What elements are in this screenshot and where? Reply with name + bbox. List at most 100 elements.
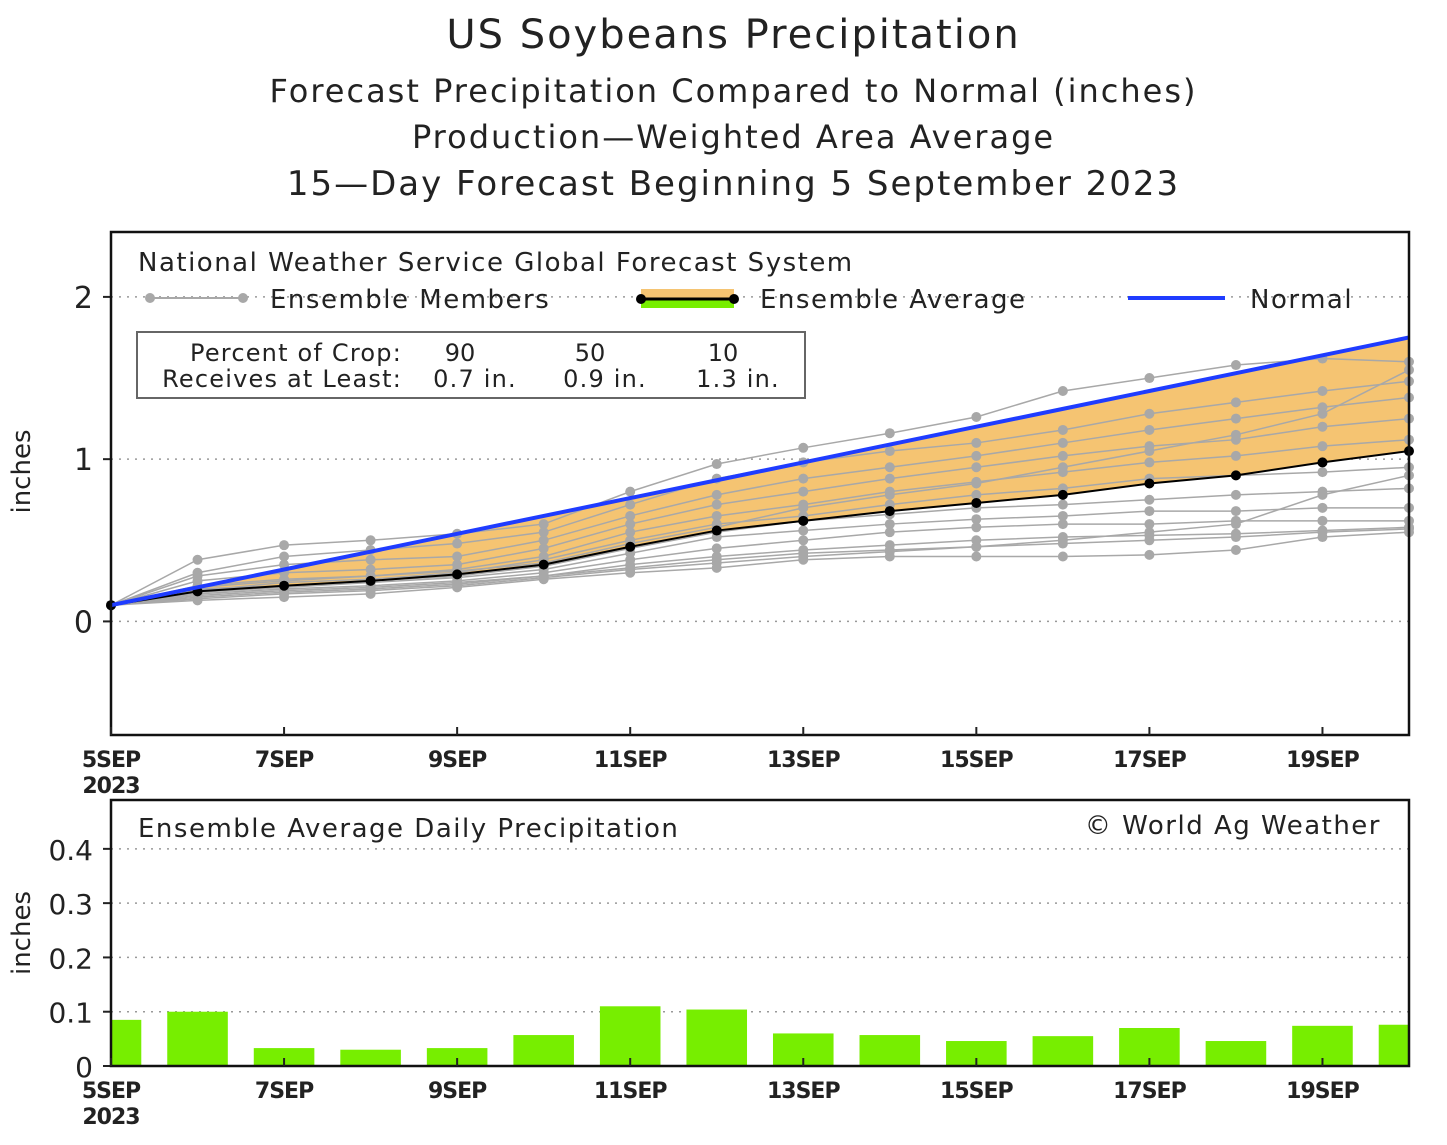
crop-table-row1-label: Percent of Crop:	[190, 339, 402, 367]
ensemble-member-point	[1057, 510, 1068, 521]
ensemble-average-point	[971, 497, 982, 508]
x-tick-year: 2023	[82, 1105, 139, 1130]
ensemble-member-point	[971, 541, 982, 552]
ensemble-member-point	[192, 593, 203, 604]
ensemble-average-point	[279, 580, 290, 591]
crop-table-amount: 0.9 in.	[563, 365, 647, 393]
ensemble-member-point	[798, 551, 809, 562]
legend-average-label: Ensemble Average	[760, 285, 1027, 315]
daily-precip-bar	[426, 1048, 488, 1066]
ensemble-member-point	[538, 535, 549, 546]
ensemble-member-point	[798, 473, 809, 484]
crop-table-box	[136, 331, 806, 399]
top-plot-frame	[109, 230, 1411, 737]
ensemble-member-point	[1057, 424, 1068, 435]
ensemble-member-line	[110, 520, 1409, 606]
y-tick-label: 0.1	[48, 997, 93, 1030]
ensemble-member-point	[1144, 446, 1155, 457]
ensemble-member-point	[798, 502, 809, 513]
y-tick-label: 0.3	[48, 888, 93, 921]
ensemble-member-line	[110, 357, 1410, 606]
ensemble-member-point	[971, 522, 982, 533]
ensemble-member-point	[1057, 462, 1068, 473]
daily-precip-bar	[513, 1035, 574, 1066]
x-tick-label: 13SEP	[767, 1079, 840, 1104]
bottom-chart-title: Ensemble Average Daily Precipitation	[138, 814, 679, 844]
y-axis-label: inches	[7, 429, 37, 513]
daily-precip-bar	[686, 1009, 748, 1066]
ensemble-average-line	[110, 450, 1410, 607]
ensemble-average-point	[365, 575, 376, 586]
ensemble-member-point	[625, 510, 636, 521]
ensemble-member-point	[971, 437, 982, 448]
ensemble-average-point	[1057, 489, 1068, 500]
bottom-plot-frame	[109, 798, 1411, 1068]
ensemble-member-point	[1057, 386, 1068, 397]
x-tick-label: 15SEP	[940, 1079, 1013, 1104]
ensemble-member-point	[711, 459, 722, 470]
ensemble-member-point	[971, 478, 982, 489]
ensemble-member-point	[365, 554, 376, 565]
ensemble-member-point	[1144, 424, 1155, 435]
ensemble-member-point	[884, 527, 895, 538]
ensemble-member-point	[1230, 413, 1241, 424]
x-tick-label: 5SEP	[82, 1079, 141, 1104]
ensemble-member-point	[192, 567, 203, 578]
ensemble-average-point	[538, 559, 549, 570]
ensemble-member-point	[192, 554, 203, 565]
daily-precip-bar	[1032, 1036, 1094, 1066]
x-tick-label: 13SEP	[767, 748, 840, 773]
daily-precip-bar	[599, 1006, 661, 1066]
ensemble-member-point	[884, 489, 895, 500]
ensemble-member-line	[110, 474, 1410, 606]
daily-precip-bar	[859, 1035, 921, 1066]
ensemble-average-point	[798, 515, 809, 526]
ensemble-member-point	[1057, 437, 1068, 448]
ensemble-member-point	[1317, 441, 1328, 452]
ensemble-member-line	[110, 369, 1410, 606]
ensemble-member-point	[1317, 467, 1328, 478]
ensemble-member-line	[110, 531, 1410, 606]
ensemble-member-point	[1144, 519, 1155, 530]
legend-members-label: Ensemble Members	[270, 285, 550, 315]
legend-title: National Weather Service Global Forecast…	[138, 248, 854, 278]
ensemble-member-point	[884, 446, 895, 457]
ensemble-member-point	[1230, 519, 1241, 530]
x-tick-label: 9SEP	[428, 748, 487, 773]
ensemble-member-point	[1144, 506, 1155, 517]
legend-normal-label: Normal	[1250, 285, 1353, 315]
ensemble-average-point	[884, 506, 895, 517]
x-tick-label: 15SEP	[940, 748, 1013, 773]
ensemble-member-point	[1057, 519, 1068, 530]
ensemble-average-point	[1230, 470, 1241, 481]
ensemble-member-point	[1317, 386, 1328, 397]
ensemble-member-point	[1144, 457, 1155, 468]
ensemble-average-point	[1144, 478, 1155, 489]
chart-subtitle-1: Forecast Precipitation Compared to Norma…	[269, 72, 1198, 110]
ensemble-member-point	[1230, 397, 1241, 408]
ensemble-member-point	[1230, 532, 1241, 543]
ensemble-member-point	[1317, 502, 1328, 513]
y-tick-label: 1	[74, 443, 93, 478]
ensemble-average-point	[452, 569, 463, 580]
crop-table-percent: 90	[445, 339, 476, 367]
x-tick-label: 17SEP	[1113, 1079, 1186, 1104]
daily-precip-bar	[111, 1019, 142, 1066]
legend-average-dot	[636, 294, 646, 304]
ensemble-member-point	[625, 499, 636, 510]
ensemble-member-point	[279, 551, 290, 562]
legend-members-dot	[238, 293, 248, 303]
ensemble-member-point	[279, 540, 290, 551]
ensemble-member-point	[625, 486, 636, 497]
ensemble-member-point	[1144, 549, 1155, 560]
y-tick-label: 0.4	[48, 834, 93, 867]
ensemble-member-point	[365, 585, 376, 596]
ensemble-member-point	[711, 543, 722, 554]
ensemble-member-point	[365, 535, 376, 546]
x-tick-label: 11SEP	[594, 1079, 667, 1104]
x-tick-label: 19SEP	[1286, 748, 1359, 773]
ensemble-member-line	[110, 526, 1410, 606]
ensemble-member-point	[971, 450, 982, 461]
ensemble-member-point	[1057, 535, 1068, 546]
